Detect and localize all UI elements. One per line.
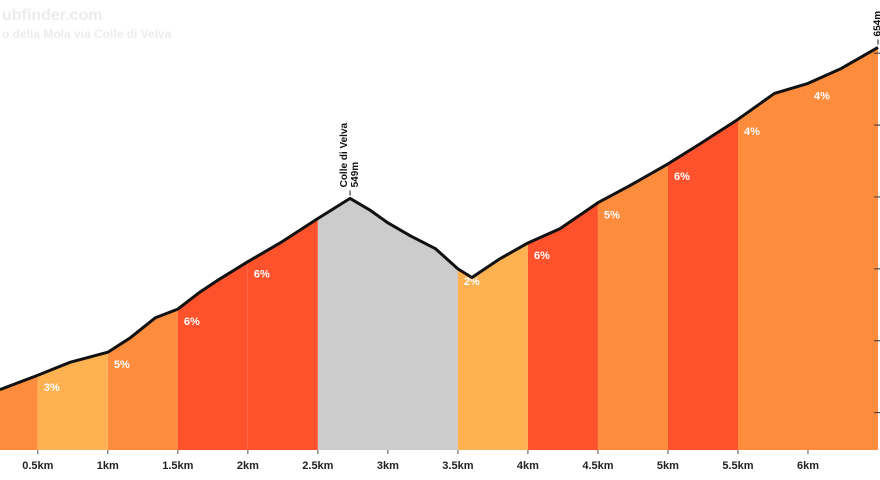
grade-segment [247, 218, 318, 450]
grade-label: 2% [464, 276, 480, 288]
x-tick-label: 4km [517, 460, 539, 472]
x-tick-label: 3.5km [442, 460, 473, 472]
annotation-label: 549m [350, 162, 361, 188]
x-tick-label: 5km [657, 460, 679, 472]
grade-segment [37, 352, 108, 450]
x-tick-label: 4.5km [582, 460, 613, 472]
grade-label: 6% [534, 250, 550, 262]
grade-segment [597, 163, 668, 450]
grade-label: 6% [674, 171, 690, 183]
grade-segment [667, 119, 738, 450]
grade-segment [177, 261, 248, 450]
grade-segment [0, 375, 38, 450]
grade-segment [107, 309, 178, 450]
x-tick-label: 6km [797, 460, 819, 472]
x-tick-label: 1km [97, 460, 119, 472]
grade-segment [527, 202, 598, 450]
grade-label: 5% [604, 210, 620, 222]
x-tick-label: 5.5km [722, 460, 753, 472]
x-tick-label: 2km [237, 460, 259, 472]
grade-label: 4% [814, 90, 830, 102]
x-tick-label: 1.5km [162, 460, 193, 472]
annotation-label: 654m [873, 11, 880, 37]
x-tick-label: 0.5km [22, 460, 53, 472]
grade-segment [807, 47, 878, 450]
grade-label: 6% [184, 316, 200, 328]
elevation-line [0, 46, 879, 392]
grade-label: 3% [44, 382, 60, 394]
chart-title: o della Mola via Colle di Velva [2, 27, 172, 41]
grade-segment [457, 242, 528, 450]
site-name: ubfinder.com [2, 7, 102, 24]
grade-segment [317, 198, 458, 450]
grade-label: 6% [254, 269, 270, 281]
x-tick-label: 3km [377, 460, 399, 472]
annotation-label: Colle di Velva [339, 122, 350, 187]
grade-label: 4% [744, 126, 760, 138]
x-tick-label: 2.5km [302, 460, 333, 472]
grade-segment [737, 83, 808, 450]
grade-label: 5% [114, 359, 130, 371]
